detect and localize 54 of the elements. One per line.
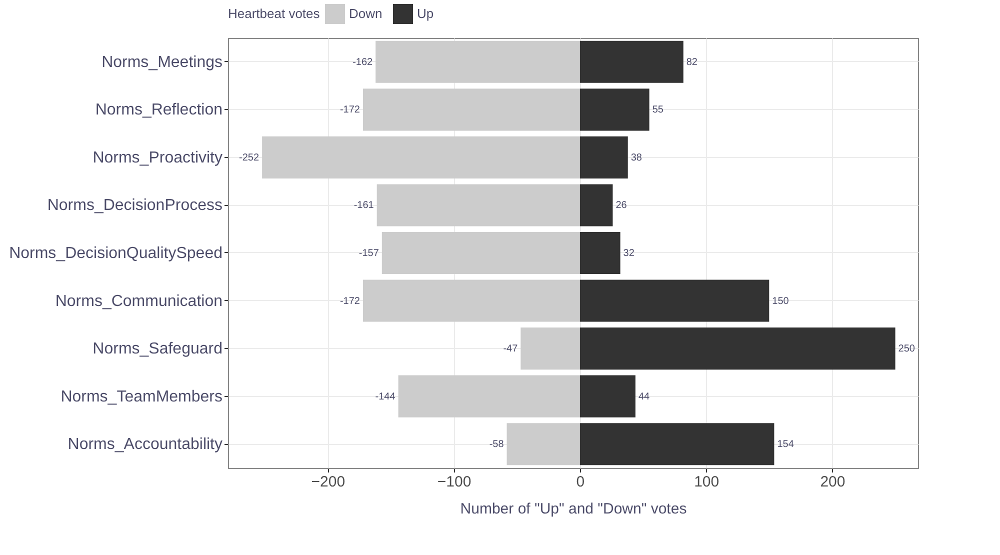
x-tick-label: −100: [437, 474, 472, 490]
bar: [262, 136, 580, 178]
data-label: -58: [489, 439, 504, 450]
y-tick-label: Norms_Meetings: [102, 54, 222, 71]
data-label: 250: [898, 344, 916, 355]
data-label: -144: [375, 391, 396, 402]
bar: [506, 423, 580, 466]
data-label: 154: [777, 439, 794, 450]
bar: [580, 280, 770, 322]
bar: [580, 184, 613, 226]
legend-label: Up: [417, 6, 434, 21]
data-label: 44: [638, 391, 650, 402]
legend-label: Down: [349, 6, 382, 21]
y-tick-label: Norms_Safeguard: [92, 340, 222, 358]
y-tick-label: Norms_DecisionQualitySpeed: [9, 245, 222, 262]
y-tick-label: Norms_Reflection: [95, 102, 222, 119]
data-label: -162: [352, 56, 374, 68]
data-label: -47: [503, 344, 518, 355]
y-tick-label: Norms_Accountability: [68, 436, 222, 454]
x-axis-title: Number of "Up" and "Down" votes: [460, 500, 687, 518]
bar: [580, 423, 774, 466]
bar: [580, 375, 636, 418]
data-label: 150: [772, 296, 790, 307]
x-tick-label: 0: [576, 474, 585, 490]
bar: [398, 375, 580, 418]
legend-title: Heartbeat votes: [228, 6, 320, 21]
y-tick-label: Norms_DecisionProcess: [47, 197, 222, 214]
bar: [520, 328, 580, 370]
bar: [580, 40, 684, 83]
x-tick-label: 100: [694, 474, 720, 490]
y-tick-label: Norms_Communication: [55, 292, 222, 310]
bar: [376, 40, 580, 83]
data-label: 82: [686, 56, 698, 68]
x-tick-label: −200: [311, 474, 346, 490]
data-label: 55: [652, 104, 664, 116]
data-label: -161: [354, 200, 374, 212]
data-label: -252: [239, 152, 260, 164]
y-tick-label: Norms_TeamMembers: [60, 388, 222, 406]
bar: [580, 136, 628, 178]
data-label: 38: [630, 152, 642, 164]
bar: [376, 184, 580, 226]
bar: [362, 88, 580, 131]
x-tick-label: 200: [820, 474, 846, 490]
data-label: -172: [340, 296, 360, 307]
bar: [580, 232, 620, 274]
data-label: -172: [340, 104, 360, 116]
y-tick-label: Norms_Proactivity: [92, 149, 222, 166]
bar: [382, 232, 580, 274]
data-label: -157: [358, 248, 380, 259]
data-label: 26: [616, 200, 628, 212]
bar: [580, 328, 896, 370]
bar: [580, 88, 650, 131]
bar: [362, 280, 580, 322]
data-label: 32: [623, 248, 635, 259]
